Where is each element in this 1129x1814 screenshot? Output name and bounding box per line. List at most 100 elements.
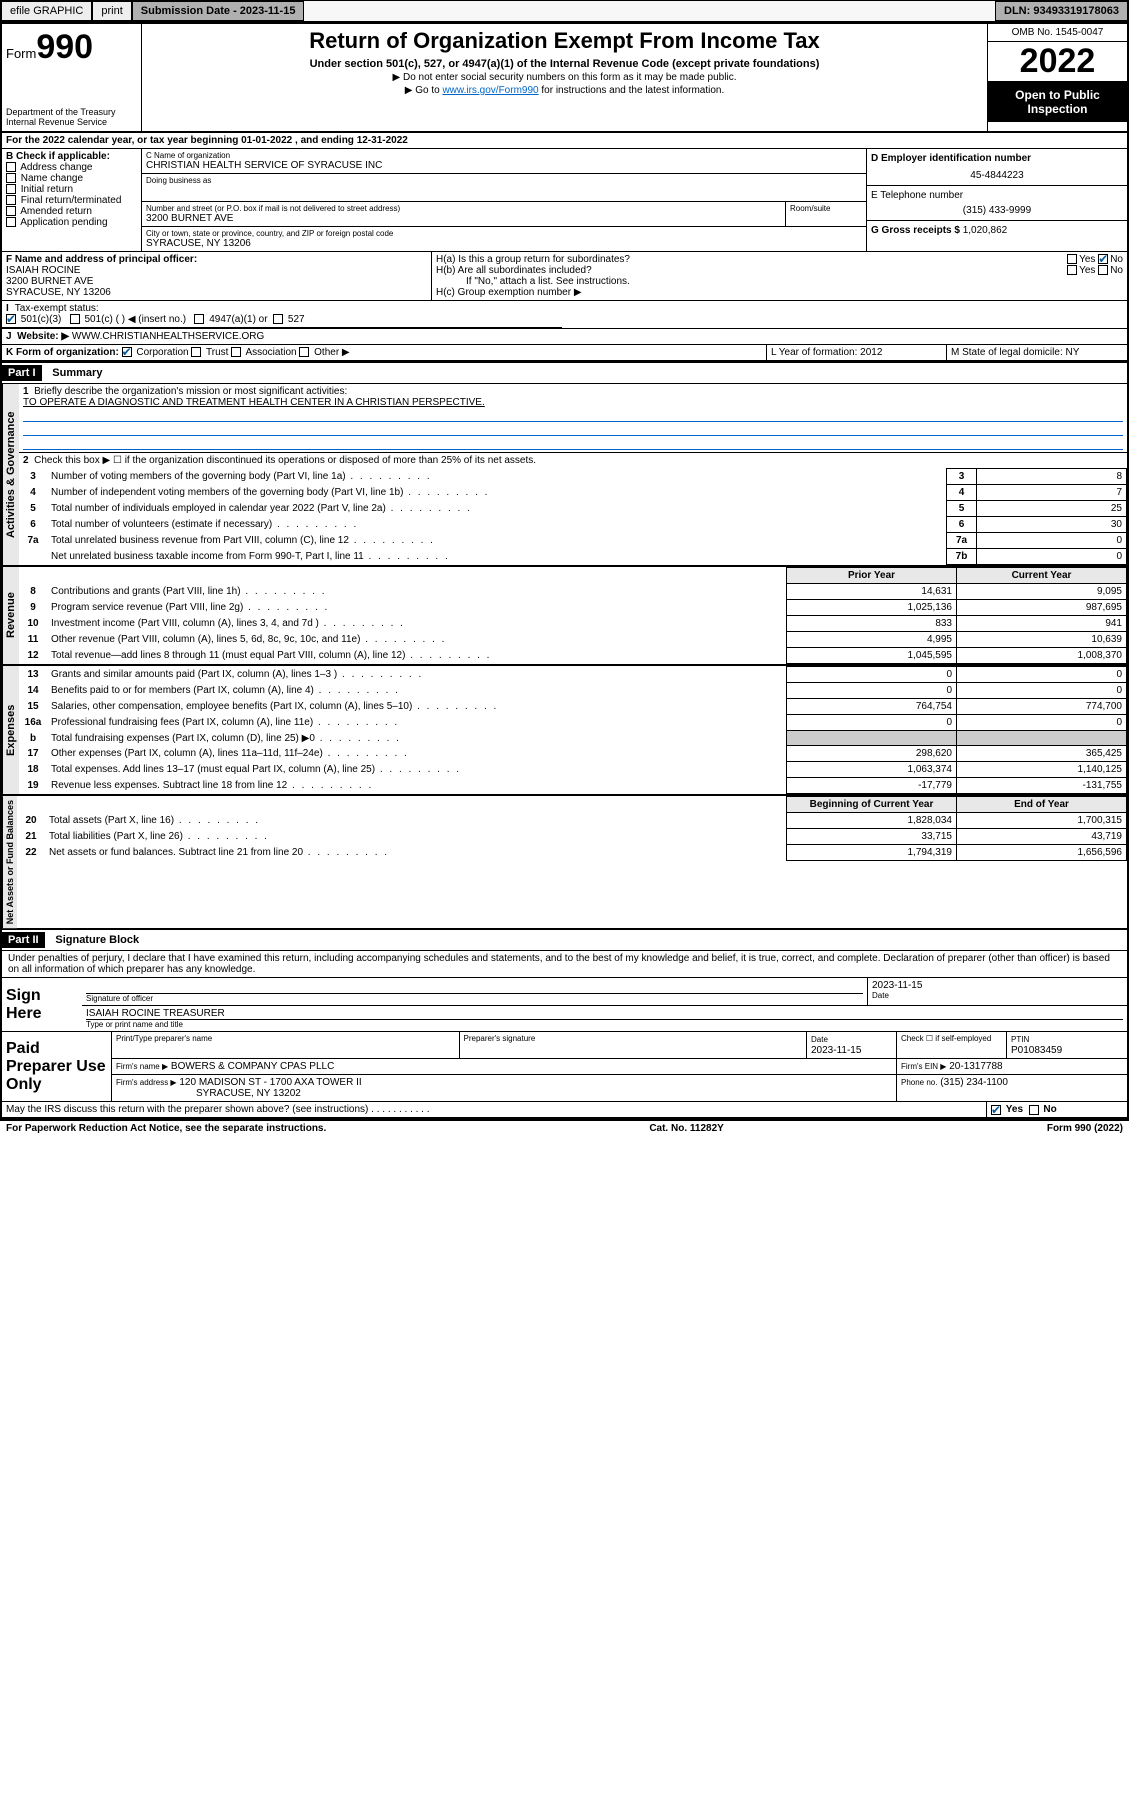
- box-deg: D Employer identification number 45-4844…: [867, 149, 1127, 251]
- k-other-cb[interactable]: [299, 347, 309, 357]
- line-a: For the 2022 calendar year, or tax year …: [2, 133, 1127, 149]
- k-assoc-cb[interactable]: [231, 347, 241, 357]
- phone: (315) 433-9999: [871, 201, 1123, 216]
- prep-date: Date2023-11-15: [807, 1032, 897, 1058]
- box-m: M State of legal domicile: NY: [947, 345, 1127, 360]
- omb-no: OMB No. 1545-0047: [988, 24, 1127, 42]
- i-501c3-cb[interactable]: [6, 314, 16, 324]
- officer-name-title: ISAIAH ROCINE TREASURER: [86, 1008, 1123, 1020]
- firm-phone: Phone no. (315) 234-1100: [897, 1075, 1127, 1101]
- hb-yes-cb[interactable]: [1067, 265, 1077, 275]
- hb-lbl: H(b) Are all subordinates included?: [436, 265, 592, 276]
- form-990: 990: [36, 28, 93, 66]
- dept-treasury: Department of the Treasury: [6, 107, 137, 117]
- form-number: Form990: [6, 28, 137, 67]
- b-opt-cb[interactable]: [6, 195, 16, 205]
- vert-revenue: Revenue: [2, 567, 19, 664]
- b-opt-cb[interactable]: [6, 162, 16, 172]
- prep-sig-lbl: Preparer's signature: [460, 1032, 808, 1058]
- form-subtitle: Under section 501(c), 527, or 4947(a)(1)…: [150, 58, 979, 70]
- i-501c-cb[interactable]: [70, 314, 80, 324]
- footer-right: Form 990 (2022): [1047, 1123, 1123, 1134]
- header-row: Form990 Department of the Treasury Inter…: [2, 24, 1127, 133]
- paid-preparer: Paid Preparer Use Only: [2, 1032, 112, 1101]
- mission: TO OPERATE A DIAGNOSTIC AND TREATMENT HE…: [23, 397, 485, 408]
- efile-btn[interactable]: efile GRAPHIC: [1, 1, 92, 21]
- footer-left: For Paperwork Reduction Act Notice, see …: [6, 1123, 326, 1134]
- b-opt-cb[interactable]: [6, 217, 16, 227]
- submission-date: Submission Date - 2023-11-15: [132, 1, 305, 21]
- b-opt-cb[interactable]: [6, 184, 16, 194]
- part1-hdr: Part I: [2, 365, 42, 381]
- open-inspection: Open to Public Inspection: [988, 82, 1127, 122]
- may-irs-row: May the IRS discuss this return with the…: [2, 1102, 1127, 1118]
- box-i: ITax-exempt status: 501(c)(3) 501(c) ( )…: [2, 301, 562, 328]
- officer-city: SYRACUSE, NY 13206: [6, 287, 427, 298]
- part2-title: Signature Block: [47, 934, 139, 946]
- officer-addr: 3200 BURNET AVE: [6, 276, 427, 287]
- officer-name: ISAIAH ROCINE: [6, 265, 427, 276]
- tax-year: 2022: [988, 42, 1127, 82]
- org-name: CHRISTIAN HEALTH SERVICE OF SYRACUSE INC: [146, 160, 862, 171]
- check-self-emp: Check ☐ if self-employed: [897, 1032, 1007, 1058]
- top-bar: efile GRAPHIC print Submission Date - 20…: [0, 0, 1129, 22]
- may-irs-no-cb[interactable]: [1029, 1105, 1039, 1115]
- i-4947-cb[interactable]: [194, 314, 204, 324]
- expenses-table: 13 Grants and similar amounts paid (Part…: [19, 666, 1127, 794]
- vert-governance: Activities & Governance: [2, 384, 19, 565]
- paid-preparer-block: Paid Preparer Use Only Print/Type prepar…: [2, 1032, 1127, 1102]
- line-j: J Website: ▶ WWW.CHRISTIANHEALTHSERVICE.…: [2, 329, 1127, 345]
- ha-no-cb[interactable]: [1098, 254, 1108, 264]
- sign-here: Sign Here: [2, 978, 82, 1031]
- b-opt-cb[interactable]: [6, 206, 16, 216]
- dba-lbl: Doing business as: [146, 176, 862, 185]
- b-label: B Check if applicable:: [6, 151, 137, 162]
- may-irs-yesno: Yes No: [987, 1102, 1127, 1117]
- box-h: H(a) Is this a group return for subordin…: [432, 252, 1127, 300]
- city-lbl: City or town, state or province, country…: [146, 229, 862, 238]
- print-btn[interactable]: print: [92, 1, 131, 21]
- hb-yesno: Yes No: [1067, 265, 1123, 276]
- line-a-text: For the 2022 calendar year, or tax year …: [2, 133, 1127, 148]
- header-left: Form990 Department of the Treasury Inter…: [2, 24, 142, 131]
- footer: For Paperwork Reduction Act Notice, see …: [0, 1120, 1129, 1136]
- box-k: K Form of organization: Corporation Trus…: [2, 345, 767, 360]
- k-corp-cb[interactable]: [122, 347, 132, 357]
- addr-lbl: Number and street (or P.O. box if mail i…: [146, 204, 781, 213]
- governance-table: 3 Number of voting members of the govern…: [19, 468, 1127, 565]
- note-ssn: ▶ Do not enter social security numbers o…: [150, 72, 979, 83]
- street-addr: 3200 BURNET AVE: [146, 213, 781, 224]
- irs-link[interactable]: www.irs.gov/Form990: [442, 85, 538, 96]
- firm-ein: Firm's EIN ▶ 20-1317788: [897, 1059, 1127, 1074]
- vert-netassets: Net Assets or Fund Balances: [2, 796, 17, 928]
- ha-yes-cb[interactable]: [1067, 254, 1077, 264]
- sig-date-lbl: Date: [872, 991, 1123, 1000]
- ptin: PTINP01083459: [1007, 1032, 1127, 1058]
- may-irs-yes-cb[interactable]: [991, 1105, 1001, 1115]
- i-527-cb[interactable]: [273, 314, 283, 324]
- i-lbl: Tax-exempt status:: [15, 303, 99, 314]
- may-irs: May the IRS discuss this return with the…: [2, 1102, 987, 1117]
- e-lbl: E Telephone number: [871, 190, 1123, 201]
- l2-text: Check this box ▶ ☐ if the organization d…: [34, 455, 536, 466]
- f-lbl: F Name and address of principal officer:: [6, 254, 427, 265]
- section-netassets: Net Assets or Fund Balances Beginning of…: [2, 794, 1127, 928]
- k-lbl: K Form of organization:: [6, 347, 119, 358]
- ein: 45-4844223: [871, 164, 1123, 181]
- j-lbl: Website: ▶: [17, 331, 69, 342]
- revenue-table: Prior Year Current Year8 Contributions a…: [19, 567, 1127, 664]
- section-expenses: Expenses 13 Grants and similar amounts p…: [2, 664, 1127, 794]
- b-opt-cb[interactable]: [6, 173, 16, 183]
- type-name-lbl: Type or print name and title: [86, 1020, 1123, 1029]
- city-state-zip: SYRACUSE, NY 13206: [146, 238, 862, 249]
- part1-title: Summary: [44, 367, 102, 379]
- part1-header: Part I Summary: [2, 361, 1127, 384]
- box-l: L Year of formation: 2012: [767, 345, 947, 360]
- d-lbl: D Employer identification number: [871, 153, 1123, 164]
- netassets-table: Beginning of Current Year End of Year20 …: [17, 796, 1127, 861]
- room-lbl: Room/suite: [790, 204, 862, 213]
- block-klm: K Form of organization: Corporation Trus…: [2, 345, 1127, 361]
- hb-no-cb[interactable]: [1098, 265, 1108, 275]
- header-right: OMB No. 1545-0047 2022 Open to Public In…: [987, 24, 1127, 131]
- k-trust-cb[interactable]: [191, 347, 201, 357]
